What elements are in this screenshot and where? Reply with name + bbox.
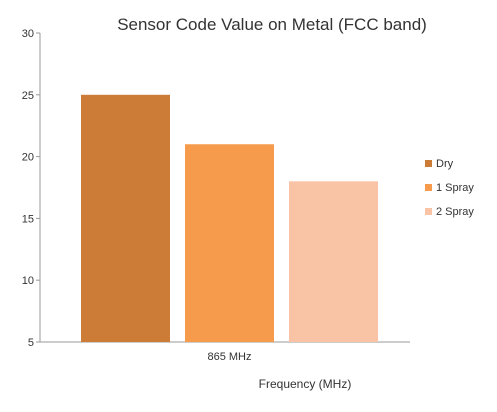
bars-group bbox=[81, 94, 378, 342]
legend-swatch bbox=[425, 208, 432, 215]
y-axis-ticks: 5 10 15 20 25 30 bbox=[22, 28, 40, 349]
y-tick-label: 20 bbox=[22, 152, 34, 164]
x-axis-ticks: 865 MHz bbox=[207, 351, 251, 363]
x-axis-label: Frequency (MHz) bbox=[259, 377, 352, 391]
legend-label: 1 Spray bbox=[436, 182, 474, 194]
bar-dry bbox=[81, 94, 170, 342]
y-tick-label: 30 bbox=[22, 28, 34, 40]
y-tick-label: 10 bbox=[22, 275, 34, 287]
legend-swatch bbox=[425, 184, 432, 191]
legend: Dry 1 Spray 2 Spray bbox=[425, 158, 474, 218]
legend-swatch bbox=[425, 160, 432, 167]
legend-label: 2 Spray bbox=[436, 206, 474, 218]
x-tick-label: 865 MHz bbox=[207, 351, 251, 363]
bar-1-spray bbox=[185, 144, 274, 342]
y-tick-label: 15 bbox=[22, 213, 34, 225]
bar-2-spray bbox=[289, 181, 378, 342]
y-tick-label: 5 bbox=[28, 337, 34, 349]
chart-title: Sensor Code Value on Metal (FCC band) bbox=[117, 15, 427, 34]
legend-label: Dry bbox=[436, 158, 454, 170]
y-tick-label: 25 bbox=[22, 90, 34, 102]
